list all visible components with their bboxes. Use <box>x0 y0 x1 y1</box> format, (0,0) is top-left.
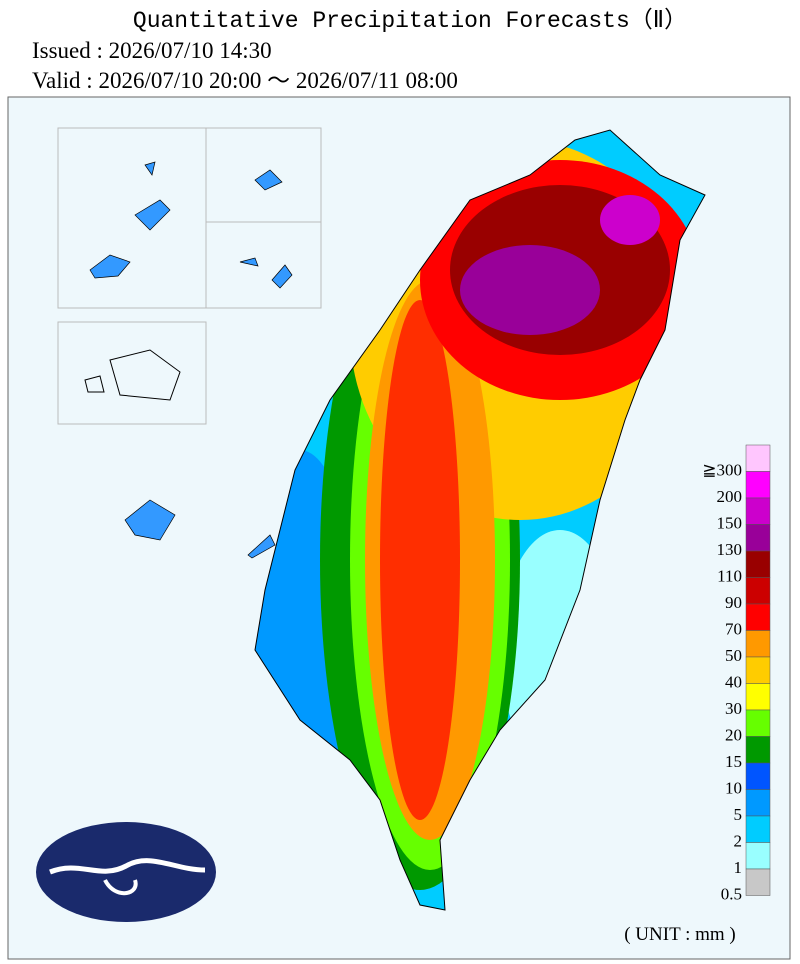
legend-label: 50 <box>725 646 742 665</box>
islands <box>89 161 293 559</box>
legend-label: 150 <box>717 513 743 532</box>
legend-swatch <box>745 709 771 737</box>
legend-swatch <box>745 577 771 605</box>
legend-label: 20 <box>725 725 742 744</box>
legend-label: 10 <box>725 778 742 797</box>
title: Quantitative Precipitation Forecasts（Ⅱ） <box>133 7 687 34</box>
rainfall-field <box>255 130 705 910</box>
legend-swatch <box>745 815 771 843</box>
valid: Valid : 2026/07/10 20:00 ～ 2026/07/11 08… <box>32 68 458 93</box>
legend-swatch <box>745 444 771 472</box>
legend-label: 40 <box>725 672 742 691</box>
legend-swatch <box>745 656 771 684</box>
legend-label: 0.5 <box>721 884 742 903</box>
legend-swatch <box>745 497 771 525</box>
legend-swatch <box>745 630 771 658</box>
unit-label: ( UNIT : mm ) <box>624 924 736 945</box>
legend-label: 5 <box>734 805 743 824</box>
legend-label: 70 <box>725 619 742 638</box>
legend-label: 1 <box>734 858 743 877</box>
cwa-logo <box>36 822 216 922</box>
legend-swatch <box>745 868 771 896</box>
legend-swatch <box>745 524 771 552</box>
taiwan-outline <box>254 129 706 911</box>
legend-label: 15 <box>725 752 742 771</box>
legend-swatch <box>745 683 771 711</box>
penghu-outline <box>84 349 181 401</box>
legend-swatch <box>745 603 771 631</box>
legend-swatch <box>745 550 771 578</box>
legend-label: 110 <box>717 566 742 585</box>
legend-swatch <box>745 842 771 870</box>
insets <box>57 127 322 425</box>
legend-label: 90 <box>725 593 742 612</box>
legend-label: 30 <box>725 699 742 718</box>
legend-swatch <box>745 736 771 764</box>
issued: Issued : 2026/07/10 14:30 <box>32 38 272 63</box>
legend-label: 130 <box>717 540 743 559</box>
legend-swatch <box>745 762 771 790</box>
legend-swatch <box>745 789 771 817</box>
legend: ≧300 200 150 130 110 90 70 50 40 30 20 15 10 5 2 1 0.5 <box>702 444 771 903</box>
legend-label: 200 <box>717 487 743 506</box>
legend-label: 2 <box>734 831 743 850</box>
legend-label: ≧300 <box>702 460 742 479</box>
legend-swatch <box>745 471 771 499</box>
